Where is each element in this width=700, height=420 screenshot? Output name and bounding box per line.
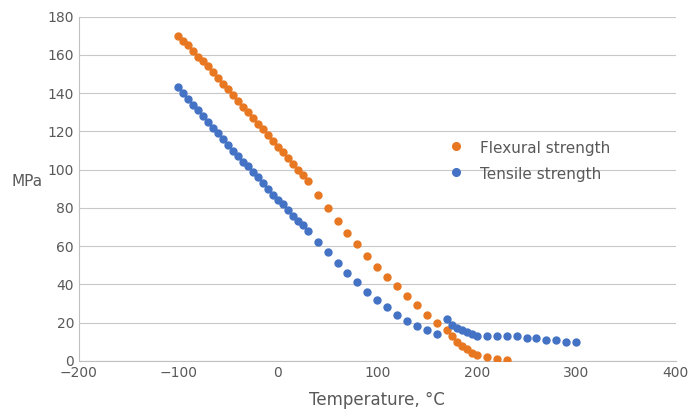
Tensile strength [572, 339, 580, 344]
Flexural strength [229, 92, 237, 97]
Tensile strength [189, 102, 197, 107]
Flexural strength [259, 127, 267, 132]
Flexural strength [199, 58, 207, 63]
Flexural strength [463, 347, 471, 352]
Flexural strength [458, 343, 466, 348]
Flexural strength [393, 284, 401, 289]
Flexural strength [274, 144, 282, 149]
Tensile strength [562, 339, 570, 344]
Flexural strength [269, 139, 277, 144]
Flexural strength [239, 104, 247, 109]
Flexural strength [284, 156, 292, 161]
Flexural strength [333, 219, 342, 224]
Flexural strength [423, 312, 431, 318]
Flexural strength [184, 43, 192, 48]
Tensile strength [174, 85, 183, 90]
Flexural strength [443, 328, 452, 333]
Y-axis label: MPa: MPa [11, 174, 42, 189]
Flexural strength [314, 192, 322, 197]
Flexural strength [453, 339, 461, 344]
Flexural strength [503, 357, 511, 362]
Legend: Flexural strength, Tensile strength: Flexural strength, Tensile strength [444, 139, 610, 184]
Flexural strength [179, 39, 188, 44]
Flexural strength [253, 121, 262, 126]
Flexural strength [448, 333, 456, 339]
Flexural strength [433, 320, 441, 325]
Flexural strength [204, 64, 212, 69]
Flexural strength [248, 116, 257, 121]
Flexural strength [174, 33, 183, 38]
Flexural strength [354, 242, 362, 247]
Flexural strength [482, 354, 491, 360]
Flexural strength [473, 353, 481, 358]
Flexural strength [383, 274, 391, 279]
Flexural strength [363, 253, 372, 258]
Flexural strength [214, 75, 223, 80]
Line: Flexural strength: Flexural strength [175, 32, 510, 363]
Flexural strength [234, 98, 242, 103]
Flexural strength [219, 81, 228, 86]
Flexural strength [304, 178, 312, 184]
Flexural strength [288, 161, 297, 166]
Flexural strength [293, 167, 302, 172]
X-axis label: Temperature, °C: Temperature, °C [309, 391, 445, 409]
Flexural strength [493, 357, 501, 362]
Tensile strength [423, 328, 431, 333]
Tensile strength [248, 169, 257, 174]
Flexural strength [413, 303, 421, 308]
Flexural strength [189, 49, 197, 54]
Flexural strength [323, 205, 332, 210]
Flexural strength [343, 230, 351, 235]
Flexural strength [209, 70, 218, 75]
Flexural strength [298, 173, 307, 178]
Flexural strength [224, 87, 232, 92]
Flexural strength [194, 54, 202, 59]
Flexural strength [264, 133, 272, 138]
Flexural strength [279, 150, 287, 155]
Tensile strength [433, 332, 441, 337]
Flexural strength [468, 351, 476, 356]
Line: Tensile strength: Tensile strength [175, 84, 580, 345]
Flexural strength [373, 265, 382, 270]
Tensile strength [184, 96, 192, 101]
Flexural strength [244, 110, 252, 115]
Tensile strength [293, 219, 302, 224]
Flexural strength [403, 293, 412, 298]
